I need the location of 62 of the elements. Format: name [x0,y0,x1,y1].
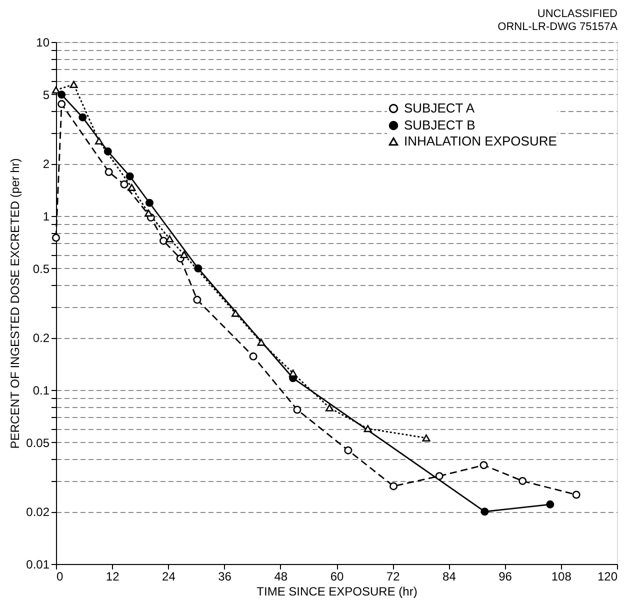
x-tick-label: 24 [162,570,176,584]
x-tick-label: 48 [274,570,288,584]
point [104,168,113,176]
x-tick-label: 60 [330,570,344,584]
text: ORNL-LR-DWG 75157A [498,21,618,33]
y-tick-label: 0.01 [26,558,50,572]
point [126,172,134,180]
y-tick-label: 5 [42,88,50,102]
point [58,90,66,99]
x-tick-label: 108 [551,570,572,584]
y-tick-label: 1 [42,210,50,224]
x-tick-label: 12 [106,570,120,584]
y-tick-label: 0.5 [32,262,50,276]
point [194,264,202,272]
point [325,404,334,412]
legend-label: SUBJECT A [404,100,475,116]
point [145,198,154,207]
point [572,490,580,499]
point [480,461,488,470]
point [144,209,153,217]
point [120,180,128,188]
point [390,482,398,490]
point [289,370,298,377]
x-tick-label: 72 [386,570,400,584]
y-axis-title: PERCENT OF INGESTED DOSE EXCRETED (per hr) [8,158,22,449]
point [78,113,87,122]
y-tick-label: 10 [36,36,50,50]
point [518,476,527,485]
point [364,425,372,432]
point [166,235,174,242]
legend-label: INHALATION EXPOSURE [404,134,558,148]
point [257,338,266,346]
x-tick-label: 36 [218,570,232,584]
x-axis-title: TIME SINCE EXPOSURE (hr) [256,584,418,598]
x-tick-label: 96 [498,570,512,584]
point [160,236,168,245]
point [193,296,202,304]
point [546,500,554,508]
point [293,406,302,414]
point [104,147,112,156]
x-tick-label: 84 [442,570,456,584]
point [249,352,258,360]
legend-label: SUBJECT B [404,118,476,132]
point [435,472,444,480]
y-tick-label: 0.05 [26,436,50,450]
x-tick-label: 120 [597,570,618,584]
point [480,508,489,516]
point [180,251,188,258]
x-tick-label: 0 [56,570,64,584]
point [58,100,66,108]
y-tick-label: 0.2 [32,331,50,346]
point [232,310,240,317]
text: UNCLASSIFIED [537,8,618,20]
point [52,234,60,242]
y-tick-label: 2 [42,157,50,172]
y-tick-label: 0.1 [32,384,50,398]
point [70,80,78,88]
point [344,446,352,454]
point [422,434,430,442]
point [95,137,104,144]
y-tick-label: 0.02 [26,505,50,520]
point [128,184,136,191]
